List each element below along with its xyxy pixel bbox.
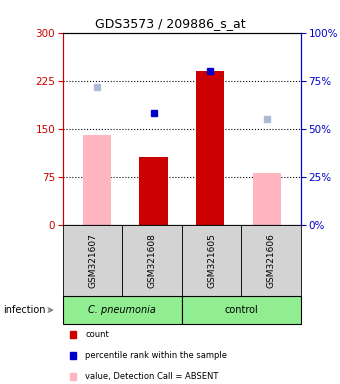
Text: count: count [85, 329, 109, 339]
Text: GSM321606: GSM321606 [267, 233, 276, 288]
Text: C. pneumonia: C. pneumonia [88, 305, 156, 315]
Text: value, Detection Call = ABSENT: value, Detection Call = ABSENT [85, 372, 218, 381]
Bar [196, 71, 224, 225]
Text: GSM321608: GSM321608 [148, 233, 157, 288]
Bar [83, 135, 111, 225]
Text: infection: infection [3, 305, 46, 315]
Text: GDS3573 / 209886_s_at: GDS3573 / 209886_s_at [95, 17, 245, 30]
Bar [139, 157, 168, 225]
Text: GSM321605: GSM321605 [207, 233, 216, 288]
Text: GSM321607: GSM321607 [88, 233, 97, 288]
Text: control: control [224, 305, 258, 315]
Text: percentile rank within the sample: percentile rank within the sample [85, 351, 227, 360]
Bar [253, 174, 281, 225]
